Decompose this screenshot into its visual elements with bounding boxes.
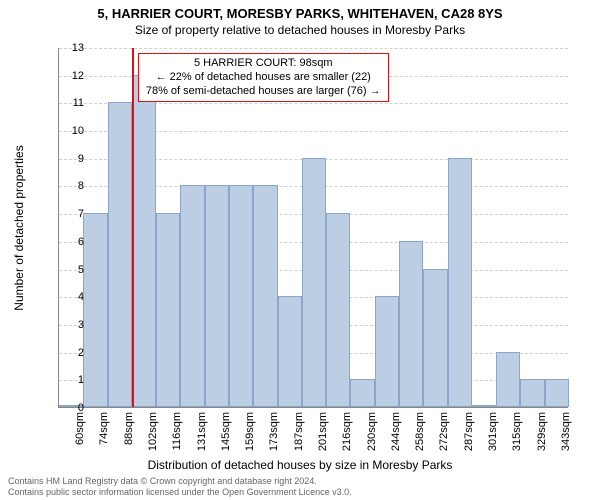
reference-callout: 5 HARRIER COURT: 98sqm← 22% of detached … (138, 53, 389, 102)
chart-title-block: 5, HARRIER COURT, MORESBY PARKS, WHITEHA… (0, 0, 600, 37)
histogram-bar (350, 379, 374, 407)
chart-area: 60sqm74sqm88sqm102sqm116sqm131sqm145sqm1… (58, 48, 568, 408)
histogram-bar (180, 185, 204, 407)
histogram-bar (156, 213, 180, 407)
histogram-bar (472, 405, 496, 407)
x-axis-label: Distribution of detached houses by size … (0, 458, 600, 472)
x-tick-label: 145sqm (220, 412, 232, 451)
reference-marker-line (132, 48, 134, 407)
x-tick-label: 343sqm (560, 412, 572, 451)
x-tick-label: 102sqm (147, 412, 159, 451)
x-tick-label: 60sqm (74, 412, 86, 445)
chart-title-main: 5, HARRIER COURT, MORESBY PARKS, WHITEHA… (0, 6, 600, 21)
callout-line: 78% of semi-detached houses are larger (… (146, 85, 381, 99)
x-tick-label: 287sqm (463, 412, 475, 451)
y-tick-label: 1 (44, 374, 84, 386)
gridline (59, 48, 568, 49)
y-tick-label: 12 (44, 70, 84, 82)
callout-line: ← 22% of detached houses are smaller (22… (146, 71, 381, 85)
y-tick-label: 0 (44, 402, 84, 414)
x-tick-label: 244sqm (390, 412, 402, 451)
histogram-bar (253, 185, 277, 407)
y-axis-label: Number of detached properties (12, 145, 26, 310)
x-tick-label: 272sqm (438, 412, 450, 451)
y-tick-label: 11 (44, 97, 84, 109)
x-tick-label: 74sqm (98, 412, 110, 445)
histogram-bar (448, 158, 472, 407)
histogram-bar (375, 296, 399, 407)
histogram-bar (399, 241, 423, 407)
y-tick-label: 4 (44, 291, 84, 303)
histogram-bar (205, 185, 229, 407)
x-tick-label: 116sqm (171, 412, 183, 450)
x-tick-label: 173sqm (268, 412, 280, 451)
callout-line: 5 HARRIER COURT: 98sqm (146, 57, 381, 71)
x-tick-label: 258sqm (414, 412, 426, 451)
footer-line-1: Contains HM Land Registry data © Crown c… (8, 476, 352, 487)
chart-title-sub: Size of property relative to detached ho… (0, 23, 600, 37)
histogram-bar (302, 158, 326, 407)
histogram-bar (423, 269, 447, 407)
x-tick-label: 315sqm (511, 412, 523, 451)
y-tick-label: 9 (44, 153, 84, 165)
y-tick-label: 3 (44, 319, 84, 331)
histogram-bar (545, 379, 569, 407)
x-tick-label: 201sqm (317, 412, 329, 451)
x-tick-label: 301sqm (487, 412, 499, 451)
plot-area: 60sqm74sqm88sqm102sqm116sqm131sqm145sqm1… (58, 48, 568, 408)
histogram-bar (132, 75, 156, 407)
x-tick-label: 159sqm (244, 412, 256, 451)
y-tick-label: 13 (44, 42, 84, 54)
x-tick-label: 230sqm (366, 412, 378, 451)
histogram-bar (496, 352, 520, 407)
x-tick-label: 216sqm (341, 412, 353, 451)
y-tick-label: 2 (44, 347, 84, 359)
y-tick-label: 8 (44, 180, 84, 192)
histogram-bar (278, 296, 302, 407)
histogram-bar (229, 185, 253, 407)
y-tick-label: 10 (44, 125, 84, 137)
x-tick-label: 88sqm (123, 412, 135, 445)
x-tick-label: 187sqm (293, 412, 305, 451)
y-tick-label: 6 (44, 236, 84, 248)
footer-line-2: Contains public sector information licen… (8, 487, 352, 498)
histogram-bar (326, 213, 350, 407)
x-tick-label: 131sqm (196, 412, 208, 451)
y-tick-label: 5 (44, 264, 84, 276)
histogram-bar (83, 213, 107, 407)
y-tick-label: 7 (44, 208, 84, 220)
footer-attribution: Contains HM Land Registry data © Crown c… (8, 476, 352, 498)
histogram-bar (108, 102, 132, 407)
x-tick-label: 329sqm (536, 412, 548, 451)
histogram-bar (520, 379, 544, 407)
